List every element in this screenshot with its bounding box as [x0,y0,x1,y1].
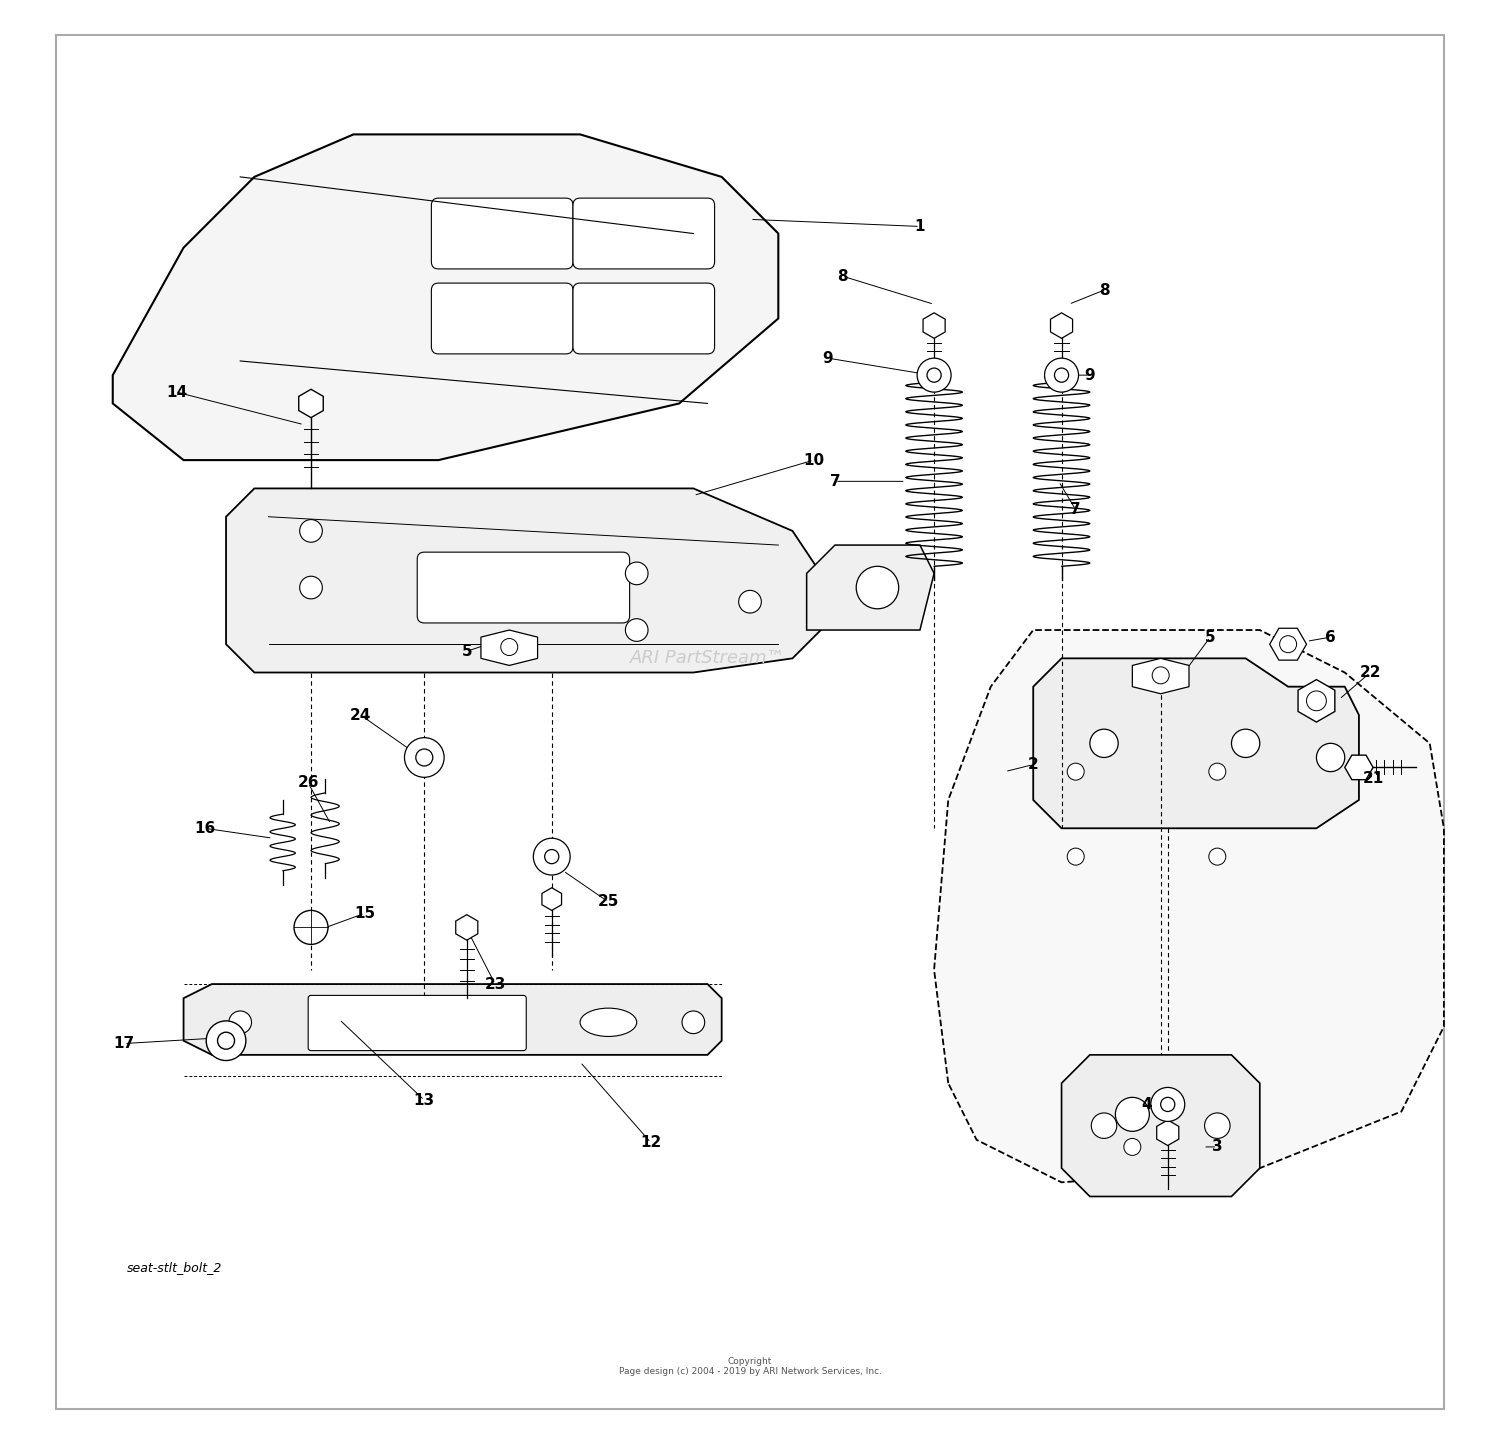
Circle shape [217,1032,234,1050]
Text: 14: 14 [166,385,188,399]
Text: 13: 13 [414,1093,435,1108]
FancyBboxPatch shape [573,199,714,269]
Polygon shape [1346,755,1372,779]
Circle shape [534,838,570,875]
Circle shape [1204,1113,1230,1138]
FancyBboxPatch shape [432,199,573,269]
Polygon shape [298,389,324,418]
Polygon shape [1050,313,1072,339]
Polygon shape [1156,1120,1179,1145]
FancyBboxPatch shape [417,552,630,623]
Polygon shape [456,915,478,940]
Circle shape [1161,1097,1174,1111]
Polygon shape [807,545,934,631]
Polygon shape [1269,628,1306,661]
Text: 9: 9 [1084,368,1095,383]
Circle shape [626,619,648,642]
Text: 8: 8 [837,269,848,283]
Circle shape [300,519,322,542]
Text: 7: 7 [830,473,840,489]
Text: 7: 7 [1071,502,1082,518]
FancyBboxPatch shape [432,283,573,353]
Circle shape [1044,358,1078,392]
Circle shape [626,562,648,585]
Text: 24: 24 [350,708,372,722]
Text: 10: 10 [802,453,825,468]
Polygon shape [482,631,537,665]
Circle shape [1317,744,1346,772]
Text: 8: 8 [1098,283,1110,297]
Polygon shape [112,134,778,460]
Circle shape [416,749,434,766]
Text: 22: 22 [1359,665,1382,681]
Text: 15: 15 [354,905,375,921]
Polygon shape [934,631,1444,1183]
Circle shape [927,368,940,382]
Text: ARI PartStream™: ARI PartStream™ [630,649,786,668]
Text: 23: 23 [484,977,506,991]
Circle shape [1209,848,1225,865]
Polygon shape [1034,658,1359,828]
Circle shape [1066,848,1084,865]
Text: 5: 5 [462,644,472,659]
Text: 5: 5 [1204,629,1215,645]
Polygon shape [226,489,820,672]
Circle shape [1092,1113,1118,1138]
Polygon shape [922,313,945,339]
Text: 4: 4 [1142,1097,1152,1113]
Text: 17: 17 [114,1037,135,1051]
Text: seat-stlt_bolt_2: seat-stlt_bolt_2 [128,1261,222,1274]
Circle shape [544,849,560,864]
Circle shape [1066,764,1084,781]
Text: 12: 12 [640,1135,662,1150]
Circle shape [1152,666,1168,684]
Text: 6: 6 [1324,629,1336,645]
Text: 3: 3 [1212,1140,1222,1154]
Text: 2: 2 [1028,756,1038,772]
Circle shape [294,911,328,944]
Circle shape [1306,691,1326,711]
Text: Copyright
Page design (c) 2004 - 2019 by ARI Network Services, Inc.: Copyright Page design (c) 2004 - 2019 by… [618,1357,882,1376]
Text: 21: 21 [1362,771,1383,787]
Text: 26: 26 [297,775,320,791]
Circle shape [1232,729,1260,758]
Circle shape [916,358,951,392]
Polygon shape [1062,1055,1260,1197]
Polygon shape [542,888,561,911]
Circle shape [1209,764,1225,781]
Text: 25: 25 [597,894,619,909]
Circle shape [738,591,762,613]
Circle shape [1054,368,1068,382]
Circle shape [682,1011,705,1034]
Polygon shape [1298,679,1335,722]
Circle shape [300,576,322,599]
Circle shape [856,566,898,609]
Circle shape [1116,1097,1149,1131]
Polygon shape [1132,658,1190,694]
Circle shape [230,1011,252,1034]
Text: 1: 1 [915,219,926,235]
Text: 9: 9 [822,350,833,366]
Circle shape [1280,636,1296,652]
Circle shape [1090,729,1118,758]
Circle shape [1150,1087,1185,1121]
Circle shape [501,639,518,655]
Polygon shape [183,984,722,1055]
FancyBboxPatch shape [308,995,526,1051]
Circle shape [206,1021,246,1061]
Circle shape [405,738,444,778]
Ellipse shape [580,1008,636,1037]
FancyBboxPatch shape [573,283,714,353]
Circle shape [1124,1138,1142,1155]
Text: 16: 16 [194,821,216,835]
